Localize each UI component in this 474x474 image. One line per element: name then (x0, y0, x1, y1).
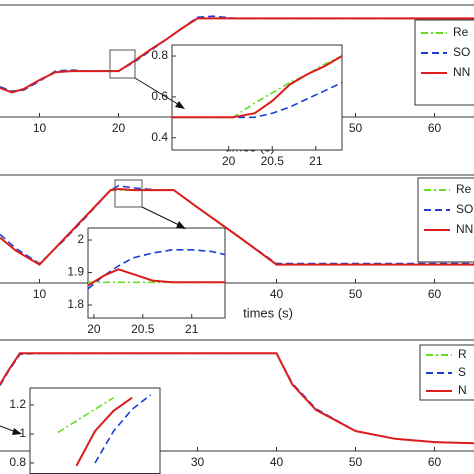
legend-label: Re (456, 182, 472, 196)
series-line (57, 397, 115, 434)
x-tick-label: 50 (349, 287, 363, 301)
legend-label: SO (453, 45, 470, 59)
legend-label: NN (456, 222, 473, 236)
series-line (75, 396, 133, 467)
zoom-arrow (134, 77, 182, 107)
x-tick-label: 21 (185, 322, 199, 336)
x-tick-label: 20 (112, 121, 126, 135)
y-tick-label: 0.8 (151, 48, 168, 62)
inset: 20 20.5 21 0.4 0.6 0.8 (151, 44, 343, 168)
arrow-head (175, 101, 185, 109)
x-tick-label: 30 (191, 455, 205, 469)
arrow-head (12, 428, 22, 435)
inset: 0.8 1 1.2 (9, 387, 161, 474)
series-line (172, 55, 342, 119)
x-tick-label: 40 (270, 455, 284, 469)
y-tick-label: 0.6 (151, 89, 168, 103)
inset-frame (171, 44, 343, 151)
y-tick-label: 0.4 (151, 130, 168, 144)
series-line (0, 352, 474, 445)
series-line (88, 249, 225, 290)
x-axis-label: times (s) (243, 305, 293, 320)
zoom-box (114, 179, 143, 208)
legend-label: Re (453, 25, 469, 39)
zoom-markers (0, 49, 186, 435)
zoom-box (109, 49, 136, 79)
y-tick-label: 0.8 (9, 455, 26, 469)
x-tick-label: 10 (33, 121, 47, 135)
series-line (0, 184, 474, 265)
legend-label: R (458, 347, 467, 361)
x-tick-label: 20.5 (131, 322, 155, 336)
x-tick-label: 21 (309, 154, 323, 168)
panel: 10 40 50 60 times (s) Re SO NN (0, 174, 474, 320)
series-line (94, 394, 152, 464)
x-tick-label: 50 (349, 455, 363, 469)
zoom-arrow (141, 206, 182, 227)
series-line (0, 17, 474, 94)
series-line (88, 268, 225, 287)
x-tick-label: 40 (270, 287, 284, 301)
legend-box (414, 19, 474, 106)
legend-box (417, 177, 474, 263)
y-tick-label: 1.9 (67, 265, 84, 279)
x-tick-label: 10 (33, 287, 47, 301)
legend-label: N (458, 383, 467, 397)
legend-label: S (458, 365, 466, 379)
x-tick-label: 20.5 (261, 154, 285, 168)
y-tick-label: 1 (19, 426, 26, 440)
y-tick-label: 2 (77, 232, 84, 246)
x-tick-label: 50 (349, 121, 363, 135)
x-tick-label: 20 (87, 322, 101, 336)
x-tick-label: 60 (428, 121, 442, 135)
x-tick-label: 60 (428, 455, 442, 469)
arrow-head (176, 221, 186, 229)
legend-label: SO (456, 202, 473, 216)
x-tick-label: 60 (428, 287, 442, 301)
y-tick-label: 1.8 (67, 297, 84, 311)
series-line (0, 189, 474, 266)
inset: 20 20.5 21 1.8 1.9 2 (67, 227, 226, 336)
legend-label: NN (453, 65, 470, 79)
x-tick-label: 20 (222, 154, 236, 168)
series-line (0, 187, 474, 266)
y-tick-label: 1.2 (9, 397, 26, 411)
